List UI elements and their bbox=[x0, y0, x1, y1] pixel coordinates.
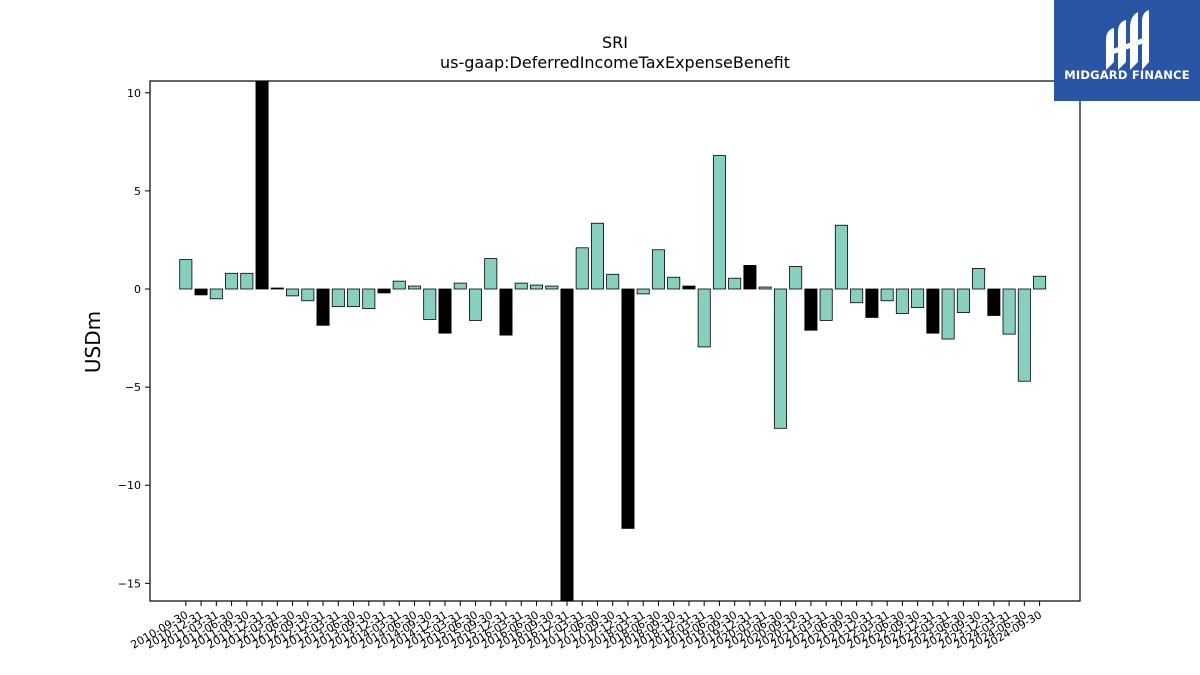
bar-2018-03-31 bbox=[636, 288, 650, 295]
bar-2018-09-30 bbox=[667, 276, 681, 290]
bar-2019-09-30 bbox=[728, 277, 742, 290]
bar-2015-03-31 bbox=[453, 282, 467, 290]
bar-2018-12-31 bbox=[682, 285, 696, 290]
x-axis: 2010-09-302010-12-312011-03-312011-06-30… bbox=[128, 601, 1044, 652]
midgard-m-logo-icon bbox=[1106, 10, 1149, 70]
brand-logo: MIDGARD FINANCE bbox=[1054, 0, 1200, 101]
bar-2012-03-31 bbox=[270, 287, 284, 290]
bar-2023-09-30 bbox=[972, 267, 986, 290]
bar-2021-09-30 bbox=[850, 288, 864, 304]
bar-2015-12-31 bbox=[499, 288, 513, 336]
bar-2023-06-30 bbox=[956, 288, 970, 313]
bar-2019-06-30 bbox=[712, 155, 726, 290]
bar-2023-03-31 bbox=[941, 288, 955, 340]
bar-2016-03-31 bbox=[514, 282, 528, 290]
bar-2024-09-30 bbox=[1033, 275, 1047, 290]
bar-2016-09-30 bbox=[545, 285, 559, 290]
chart-title: SRI bbox=[602, 33, 628, 52]
bar-2013-06-30 bbox=[347, 288, 361, 308]
bar-2015-06-30 bbox=[468, 288, 482, 321]
chart-subtitle: us-gaap:DeferredIncomeTaxExpenseBenefit bbox=[440, 53, 790, 72]
bar-2017-12-31 bbox=[621, 288, 635, 529]
bar-2015-09-30 bbox=[484, 258, 498, 290]
bar-2014-06-30 bbox=[408, 285, 422, 290]
bar-2020-03-31 bbox=[758, 286, 772, 290]
bar-2014-03-31 bbox=[392, 280, 406, 290]
bar-2019-03-31 bbox=[697, 288, 711, 348]
bar-2017-03-31 bbox=[575, 247, 589, 290]
bar-2010-12-31 bbox=[194, 288, 208, 296]
bar-2021-12-31 bbox=[865, 288, 879, 318]
bar-2021-06-30 bbox=[834, 224, 848, 290]
y-axis-label: USDm bbox=[81, 311, 105, 373]
bar-2024-06-30 bbox=[1017, 288, 1031, 382]
bar-2013-03-31 bbox=[331, 288, 345, 308]
bar-2024-03-31 bbox=[1002, 288, 1016, 335]
bar-2011-03-31 bbox=[209, 288, 223, 300]
bar-2023-12-31 bbox=[987, 288, 1001, 316]
bar-2021-03-31 bbox=[819, 288, 833, 321]
bar-2022-06-30 bbox=[895, 288, 909, 314]
brand-name: MIDGARD FINANCE bbox=[1064, 68, 1190, 82]
bar-2017-09-30 bbox=[606, 273, 620, 290]
y-tick-label: −10 bbox=[118, 479, 141, 492]
bar-2011-12-31 bbox=[255, 81, 269, 290]
bar-2016-12-31 bbox=[560, 288, 574, 601]
bar-2011-06-30 bbox=[225, 272, 239, 290]
bar-2012-12-31 bbox=[316, 288, 330, 326]
bar-2020-06-30 bbox=[773, 288, 787, 429]
y-axis: 10 5 0 −5 −10 −15 bbox=[118, 87, 150, 590]
bar-2022-12-31 bbox=[926, 288, 940, 334]
bar-2012-09-30 bbox=[301, 288, 315, 302]
bar-2018-06-30 bbox=[651, 249, 665, 290]
y-tick-label: 0 bbox=[134, 283, 141, 296]
bar-2013-12-31 bbox=[377, 288, 391, 294]
y-tick-label: −5 bbox=[125, 381, 141, 394]
bar-2022-09-30 bbox=[911, 288, 925, 309]
y-tick-label: 5 bbox=[134, 185, 141, 198]
plot-frame bbox=[149, 80, 1081, 602]
bars-group bbox=[179, 81, 1047, 601]
bar-2020-09-30 bbox=[789, 266, 803, 290]
bar-2016-06-30 bbox=[529, 284, 543, 290]
bar-2012-06-30 bbox=[286, 288, 300, 297]
bar-2010-09-30 bbox=[179, 259, 193, 290]
bar-2013-09-30 bbox=[362, 288, 376, 310]
bar-2017-06-30 bbox=[590, 222, 604, 290]
y-tick-label: −15 bbox=[118, 577, 141, 590]
bar-2019-12-31 bbox=[743, 265, 757, 290]
bar-2014-09-30 bbox=[423, 288, 437, 320]
bar-2022-03-31 bbox=[880, 288, 894, 302]
bar-2020-12-31 bbox=[804, 288, 818, 331]
bar-2014-12-31 bbox=[438, 288, 452, 334]
y-tick-label: 10 bbox=[127, 87, 141, 100]
bar-2011-09-30 bbox=[240, 272, 254, 290]
